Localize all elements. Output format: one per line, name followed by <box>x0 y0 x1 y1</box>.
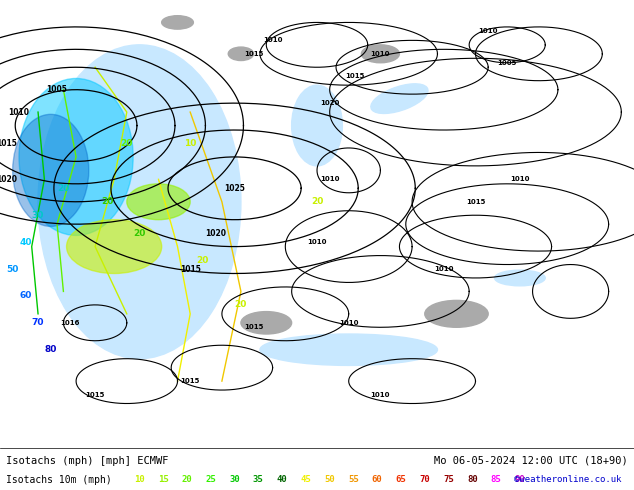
Text: 1015: 1015 <box>244 324 263 330</box>
Text: 1025: 1025 <box>224 184 245 193</box>
Text: 50: 50 <box>6 265 19 273</box>
Text: 1016: 1016 <box>60 320 79 326</box>
Text: 20: 20 <box>133 229 146 238</box>
Text: 1010: 1010 <box>320 176 339 182</box>
Text: 10: 10 <box>134 475 145 484</box>
Text: 35: 35 <box>253 475 264 484</box>
Text: 1010: 1010 <box>434 266 453 272</box>
Text: 1010: 1010 <box>339 320 358 326</box>
Text: 1020: 1020 <box>205 229 226 238</box>
Text: 1015: 1015 <box>244 51 263 57</box>
Text: 1005: 1005 <box>498 60 517 66</box>
Text: 75: 75 <box>443 475 454 484</box>
Text: 1015: 1015 <box>346 73 365 79</box>
Text: 1005: 1005 <box>47 85 67 94</box>
Text: 1010: 1010 <box>371 51 390 57</box>
Text: 30: 30 <box>32 211 44 220</box>
Text: 80: 80 <box>467 475 477 484</box>
Text: 20: 20 <box>197 256 209 265</box>
Text: 60: 60 <box>19 292 32 300</box>
Ellipse shape <box>292 85 342 166</box>
Text: 20: 20 <box>57 184 70 193</box>
Text: 20: 20 <box>235 300 247 309</box>
Ellipse shape <box>371 84 428 114</box>
Text: 20: 20 <box>311 197 323 206</box>
Text: 55: 55 <box>348 475 359 484</box>
Ellipse shape <box>241 312 292 334</box>
Text: 40: 40 <box>19 238 32 246</box>
Ellipse shape <box>361 45 399 63</box>
Ellipse shape <box>228 47 254 61</box>
Text: 1010: 1010 <box>8 108 30 117</box>
Ellipse shape <box>19 78 133 235</box>
Text: 1015: 1015 <box>466 199 485 205</box>
Text: 65: 65 <box>396 475 406 484</box>
Ellipse shape <box>127 184 190 220</box>
Text: 20: 20 <box>120 139 133 148</box>
Text: 1015: 1015 <box>180 265 200 273</box>
Text: 85: 85 <box>491 475 501 484</box>
Text: 1010: 1010 <box>263 37 282 43</box>
Text: 20: 20 <box>182 475 192 484</box>
Text: 1010: 1010 <box>371 392 390 397</box>
Text: 1020: 1020 <box>0 175 17 184</box>
Text: 50: 50 <box>325 475 335 484</box>
Text: 1020: 1020 <box>320 100 339 106</box>
Ellipse shape <box>260 334 437 366</box>
Text: 1015: 1015 <box>0 139 16 148</box>
Text: Isotachs (mph) [mph] ECMWF: Isotachs (mph) [mph] ECMWF <box>6 456 169 466</box>
Text: Mo 06-05-2024 12:00 UTC (18+90): Mo 06-05-2024 12:00 UTC (18+90) <box>434 456 628 466</box>
Text: 40: 40 <box>277 475 287 484</box>
Text: 60: 60 <box>372 475 382 484</box>
Text: 90: 90 <box>515 475 525 484</box>
Text: 1010: 1010 <box>479 28 498 34</box>
Text: Isotachs 10m (mph): Isotachs 10m (mph) <box>6 475 112 485</box>
Text: 1015: 1015 <box>86 392 105 397</box>
Text: 80: 80 <box>44 345 57 354</box>
Ellipse shape <box>38 45 241 359</box>
Text: 45: 45 <box>301 475 311 484</box>
Ellipse shape <box>13 114 89 226</box>
Text: 15: 15 <box>158 475 169 484</box>
Text: 70: 70 <box>32 318 44 327</box>
Text: 20: 20 <box>101 197 114 206</box>
Text: 1010: 1010 <box>307 239 327 245</box>
Ellipse shape <box>495 270 545 286</box>
Text: 1015: 1015 <box>181 378 200 384</box>
Text: 70: 70 <box>420 475 430 484</box>
Ellipse shape <box>162 16 193 29</box>
Ellipse shape <box>67 220 162 273</box>
Text: 25: 25 <box>205 475 216 484</box>
Text: 10: 10 <box>184 139 197 148</box>
Text: 30: 30 <box>230 475 240 484</box>
Text: 1010: 1010 <box>510 176 529 182</box>
Text: ©weatheronline.co.uk: ©weatheronline.co.uk <box>514 475 621 484</box>
Ellipse shape <box>425 300 488 327</box>
